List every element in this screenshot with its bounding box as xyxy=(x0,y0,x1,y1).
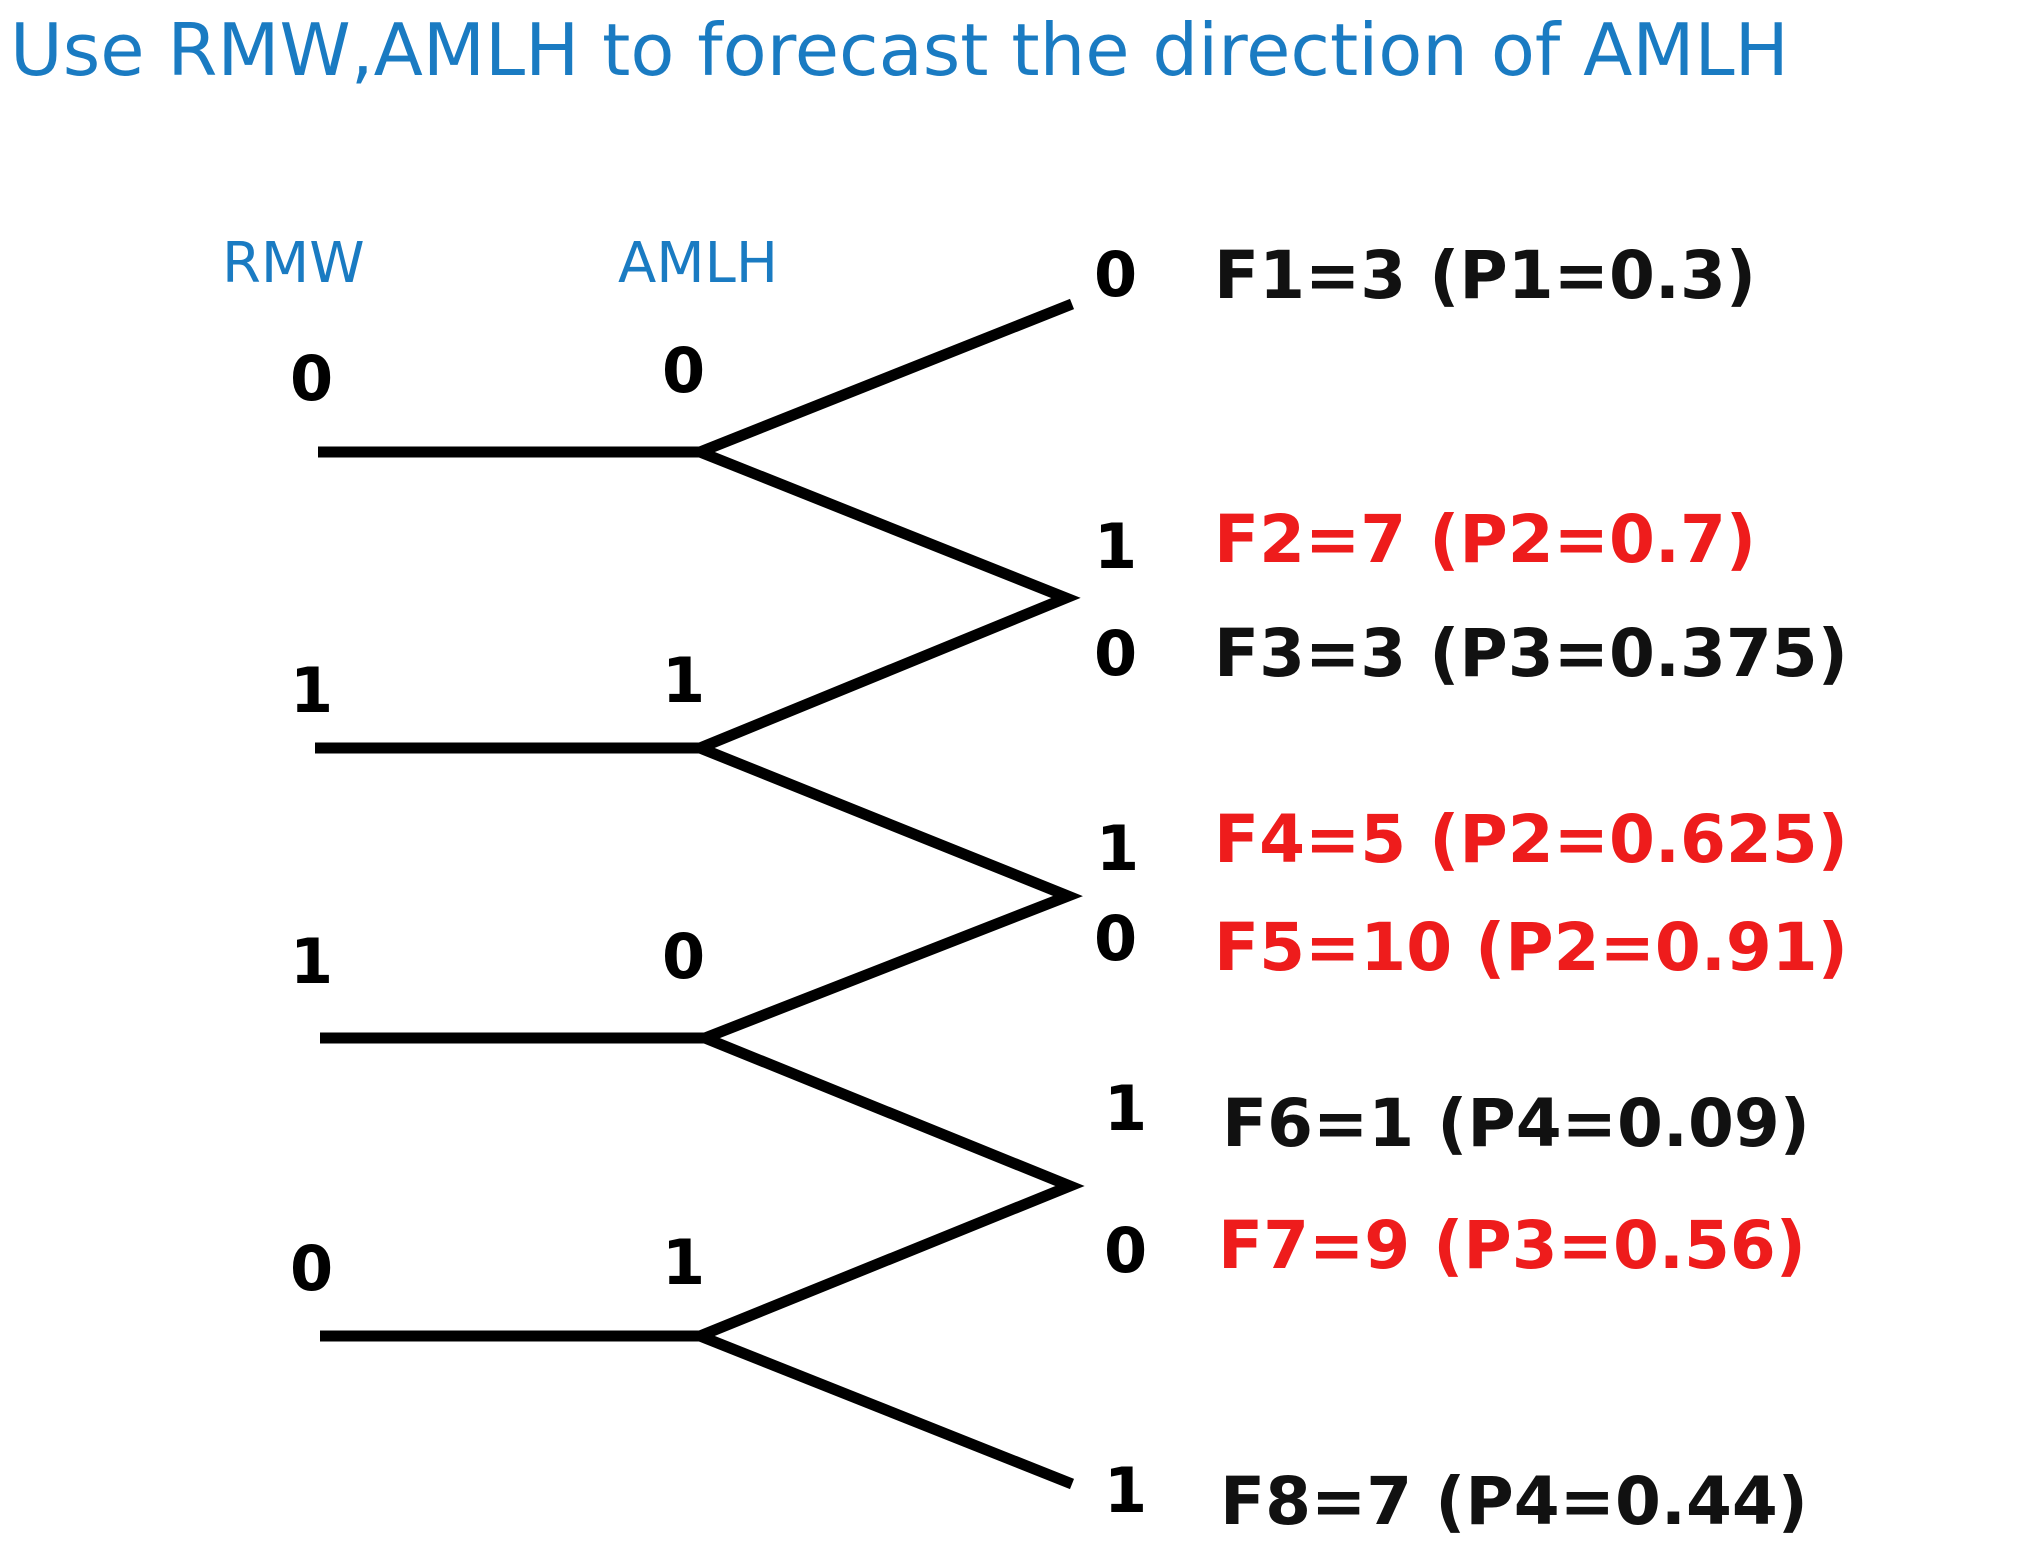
branch-1-2-junction xyxy=(697,446,1081,754)
branch-3-4-junction xyxy=(697,1032,1085,1342)
outcome-1-result: F1=3 (P1=0.3) xyxy=(1214,237,1756,314)
outcome-7-result: F7=9 (P3=0.56) xyxy=(1218,1207,1806,1284)
row-4-amlh-value: 1 xyxy=(662,1226,705,1299)
branch-2-3-junction xyxy=(697,742,1083,1044)
row-2-rmw-value: 1 xyxy=(290,654,333,727)
outcome-8-bit: 1 xyxy=(1104,1454,1147,1527)
branch-4-down xyxy=(697,1330,1075,1490)
outcome-8-result: F8=7 (P4=0.44) xyxy=(1220,1463,1808,1540)
diagram-title: Use RMW,AMLH to forecast the direction o… xyxy=(10,8,1789,92)
outcome-5-result: F5=10 (P2=0.91) xyxy=(1214,909,1848,986)
branch-1-up xyxy=(697,298,1075,458)
row-3-amlh-value: 0 xyxy=(662,920,705,993)
outcome-5-bit: 0 xyxy=(1094,902,1137,975)
column-label-rmw: RMW xyxy=(222,231,365,296)
outcome-4-bit: 1 xyxy=(1096,812,1139,885)
row-1-amlh-value: 0 xyxy=(662,334,705,407)
outcome-3-bit: 0 xyxy=(1094,617,1137,690)
outcome-2-bit: 1 xyxy=(1094,510,1137,583)
row-4-rmw-value: 0 xyxy=(290,1232,333,1305)
outcome-1-bit: 0 xyxy=(1094,238,1137,311)
row-1-rmw-value: 0 xyxy=(290,342,333,415)
outcome-6-bit: 1 xyxy=(1104,1072,1147,1145)
row-3-rmw-value: 1 xyxy=(290,925,333,998)
outcome-4-result: F4=5 (P2=0.625) xyxy=(1214,801,1848,878)
outcome-6-result: F6=1 (P4=0.09) xyxy=(1222,1085,1810,1162)
row-2-amlh-value: 1 xyxy=(662,644,705,717)
outcome-2-result: F2=7 (P2=0.7) xyxy=(1214,501,1756,578)
column-label-amlh: AMLH xyxy=(618,231,778,296)
outcome-7-bit: 0 xyxy=(1104,1214,1147,1287)
outcome-3-result: F3=3 (P3=0.375) xyxy=(1214,615,1848,692)
